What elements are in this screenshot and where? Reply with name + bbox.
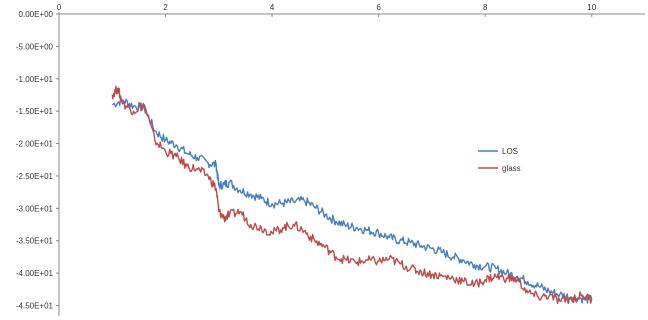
y-tick-label: -3.00E+01: [16, 204, 54, 213]
x-axis: 0 2 4 6 8 10: [57, 3, 645, 17]
x-tick-label: 6: [376, 3, 381, 12]
x-tick-label: 10: [587, 3, 596, 12]
y-tick-label: -4.50E+01: [16, 302, 54, 311]
series-line-glass: [111, 85, 593, 305]
series-group: [111, 85, 593, 305]
y-tick-label: 0.00E+00: [19, 10, 54, 19]
y-tick-label: -1.50E+01: [16, 107, 54, 116]
y-axis: 0.00E+00 -5.00E+00 -1.00E+01 -1.50E+01 -2.00…: [16, 10, 60, 316]
y-tick-label: -1.00E+01: [16, 75, 54, 84]
legend-label-los: LOS: [502, 147, 518, 156]
x-tick-label: 0: [57, 3, 62, 12]
legend-label-glass: glass: [502, 164, 521, 173]
y-tick-label: -3.50E+01: [16, 237, 54, 246]
series-line-los: [112, 96, 593, 304]
y-tick-label: -5.00E+00: [16, 42, 54, 51]
legend-item-los: LOS: [478, 147, 518, 156]
legend-item-glass: glass: [478, 164, 521, 173]
x-tick-label: 2: [163, 3, 168, 12]
x-tick-label: 8: [483, 3, 488, 12]
y-tick-label: -4.00E+01: [16, 269, 54, 278]
y-tick-label: -2.50E+01: [16, 172, 54, 181]
legend: LOS glass: [478, 147, 521, 173]
x-tick-label: 4: [270, 3, 275, 12]
y-tick-label: -2.00E+01: [16, 140, 54, 149]
